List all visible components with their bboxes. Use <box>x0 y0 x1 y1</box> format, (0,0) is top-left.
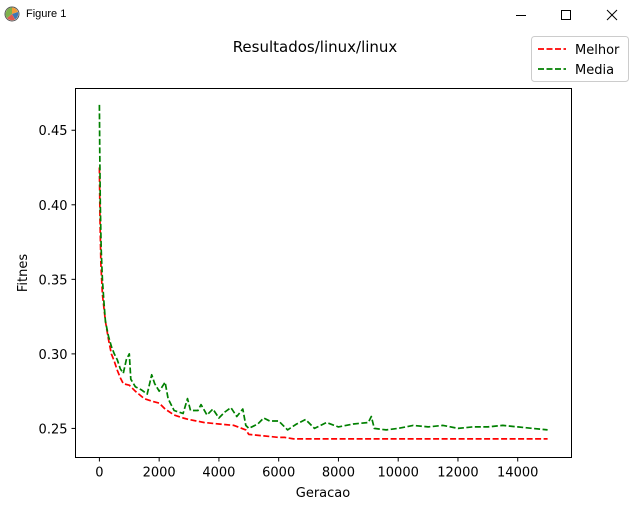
minimize-icon <box>516 15 526 16</box>
y-tick-label: 0.30 <box>39 348 68 363</box>
x-tick-label: 6000 <box>262 466 295 481</box>
legend-box <box>531 36 629 82</box>
maximize-icon <box>561 10 571 20</box>
maximize-button[interactable] <box>543 0 589 30</box>
legend: Melhor Media <box>531 36 629 82</box>
x-tick-label: 14000 <box>497 466 538 481</box>
y-axis-label: Fitnes <box>16 254 31 292</box>
matplotlib-logo-icon <box>4 6 20 22</box>
figure-canvas[interactable]: Resultados/linux/linux 0 2000 4000 6000 8000… <box>0 30 635 509</box>
x-tick-label: 8000 <box>322 466 355 481</box>
plot-series-layer <box>98 104 548 440</box>
close-button[interactable] <box>589 0 635 30</box>
y-tick-label: 0.40 <box>39 199 68 214</box>
x-axis: 0 2000 4000 6000 8000 10000 12000 14000 <box>95 457 538 481</box>
x-tick-label: 4000 <box>202 466 235 481</box>
x-tick-label: 2000 <box>143 466 176 481</box>
window-titlebar: Figure 1 <box>0 0 635 30</box>
y-tick-label: 0.35 <box>39 273 68 288</box>
legend-label-melhor: Melhor <box>575 43 620 58</box>
plot-frame <box>75 88 572 458</box>
close-icon <box>606 9 618 21</box>
x-tick-label: 0 <box>95 466 103 481</box>
y-tick-label: 0.25 <box>39 422 68 437</box>
legend-label-media: Media <box>575 63 614 78</box>
series-line-media <box>98 104 548 431</box>
chart-title: Resultados/linux/linux <box>233 38 398 56</box>
line-chart: Resultados/linux/linux 0 2000 4000 6000 8000… <box>16 36 629 501</box>
x-axis-label: Geracao <box>296 486 350 501</box>
minimize-button[interactable] <box>498 0 544 30</box>
x-tick-label: 10000 <box>378 466 419 481</box>
x-tick-label: 12000 <box>437 466 478 481</box>
series-line-melhor <box>98 167 548 440</box>
window-title: Figure 1 <box>26 8 67 20</box>
y-axis: 0.25 0.30 0.35 0.40 0.45 <box>39 124 76 437</box>
y-tick-label: 0.45 <box>39 124 68 139</box>
